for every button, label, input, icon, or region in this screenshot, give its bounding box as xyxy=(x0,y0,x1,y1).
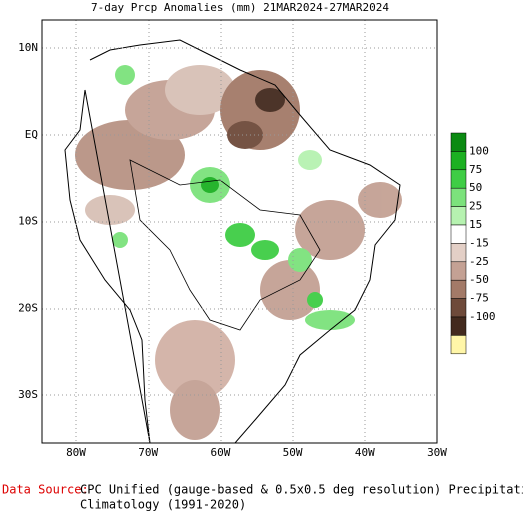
legend-label: -50 xyxy=(469,273,489,286)
lat-label: EQ xyxy=(25,128,38,141)
legend-swatch xyxy=(450,206,467,226)
lon-label: 30W xyxy=(427,446,447,459)
source-text: CPC Unified (gauge-based & 0.5x0.5 deg r… xyxy=(80,483,523,497)
lon-label: 80W xyxy=(66,446,86,459)
legend-swatch xyxy=(450,298,467,318)
legend-swatch xyxy=(450,132,467,152)
legend-swatch xyxy=(450,224,467,244)
lon-label: 60W xyxy=(210,446,230,459)
title: 7-day Prcp Anomalies (mm) 21MAR2024-27MA… xyxy=(91,1,389,14)
lon-label: 40W xyxy=(355,446,375,459)
map-area xyxy=(42,20,437,443)
lat-label: 10N xyxy=(18,41,38,54)
legend-label: 15 xyxy=(469,218,482,231)
lat-label: 20S xyxy=(18,301,38,314)
legend-swatch xyxy=(450,169,467,189)
legend-swatch xyxy=(450,243,467,263)
legend-label: -15 xyxy=(469,236,489,249)
legend-label: 100 xyxy=(469,144,489,157)
legend-swatch xyxy=(450,187,467,207)
legend-swatch xyxy=(450,335,467,355)
legend-label: 25 xyxy=(469,200,482,213)
lon-label: 50W xyxy=(283,446,303,459)
legend-swatch xyxy=(450,279,467,299)
lon-label: 70W xyxy=(138,446,158,459)
legend-label: 50 xyxy=(469,181,482,194)
climatology: Climatology (1991-2020) xyxy=(80,498,246,511)
lat-label: 10S xyxy=(18,215,38,228)
legend-swatch xyxy=(450,261,467,281)
legend-label: -25 xyxy=(469,255,489,268)
lat-label: 30S xyxy=(18,388,38,401)
legend-label: -75 xyxy=(469,292,489,305)
legend-swatch xyxy=(450,151,467,171)
source-label: Data Source: xyxy=(2,483,89,497)
legend-label: 75 xyxy=(469,163,482,176)
legend-label: -100 xyxy=(469,310,496,323)
legend-swatch xyxy=(450,316,467,336)
